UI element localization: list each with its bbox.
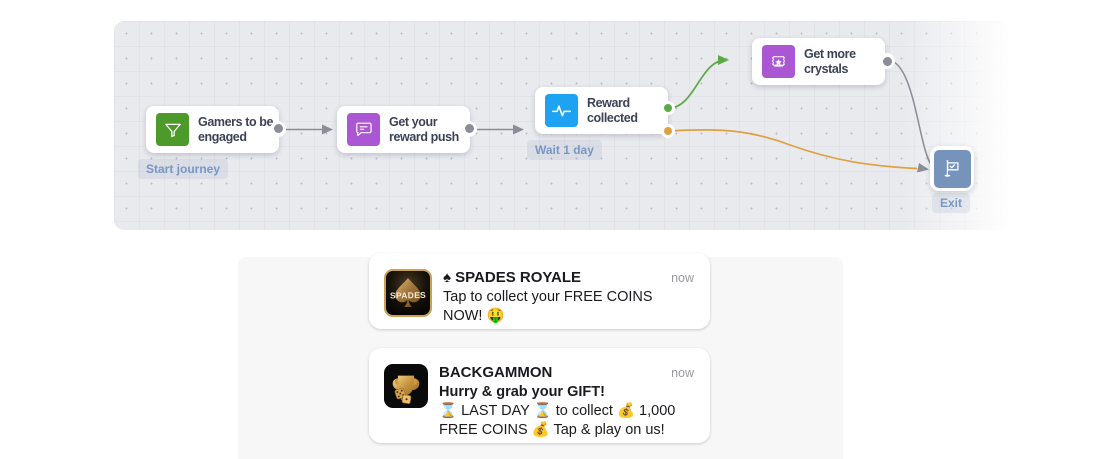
svg-text:SPADES: SPADES [390,290,426,301]
